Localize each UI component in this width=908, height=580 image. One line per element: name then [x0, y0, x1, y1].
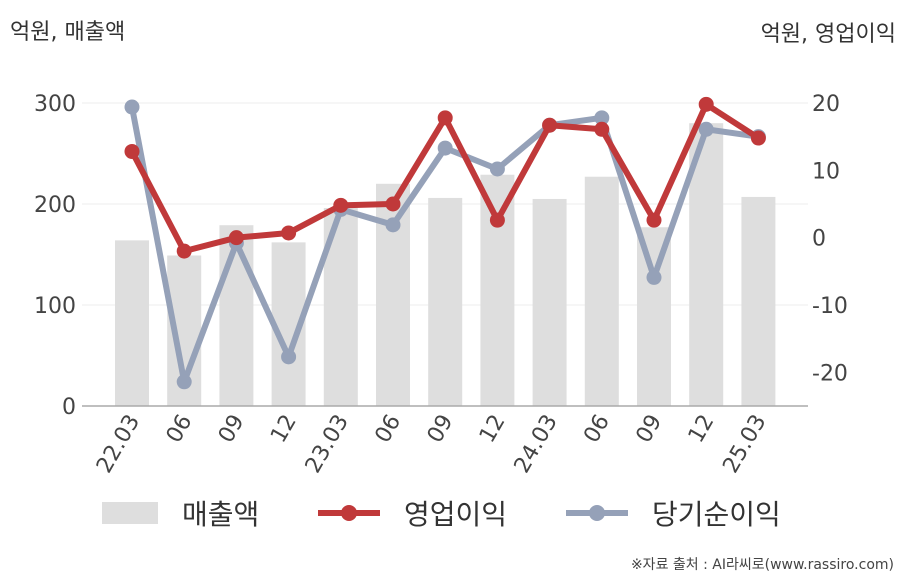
bar: [480, 174, 515, 406]
y-left-tick-label: 200: [34, 193, 76, 218]
y-right-tick-label: 10: [812, 159, 840, 184]
legend-item-revenue: 매출액: [102, 488, 259, 538]
data-point: [646, 269, 662, 285]
data-point: [542, 117, 558, 133]
y-left-tick-label: 300: [34, 92, 76, 117]
right-axis-unit: 억원, 영업이익: [760, 22, 896, 47]
x-tick-label: 23.03: [301, 411, 354, 478]
y-right-tick-label: 0: [812, 227, 826, 252]
data-point: [281, 349, 297, 365]
data-point: [385, 196, 401, 212]
bar: [376, 183, 410, 406]
data-point: [176, 243, 192, 259]
x-tick-label: 09: [423, 411, 459, 448]
x-tick-label: 12: [684, 411, 720, 448]
data-point: [385, 217, 401, 233]
legend-label-operating-profit: 영업이익: [404, 498, 508, 531]
y-right-tick-label: 20: [812, 92, 840, 117]
data-point: [646, 212, 662, 228]
bar: [741, 196, 776, 406]
left-axis-unit: 억원, 매출액: [10, 20, 126, 45]
legend-label-revenue: 매출액: [182, 498, 260, 531]
x-tick-label: 09: [214, 411, 250, 448]
y-left-tick-label: 100: [34, 294, 76, 319]
y-right-tick-label: -10: [812, 294, 848, 319]
x-tick-label: 12: [475, 411, 511, 448]
data-point: [698, 121, 714, 137]
data-point: [437, 140, 453, 156]
bar: [219, 225, 254, 406]
x-tick-label: 06: [162, 411, 198, 448]
legend-bar-swatch: [102, 502, 158, 524]
legend-label-net-income: 당기순이익: [652, 498, 781, 531]
x-tick-label: 25.03: [718, 411, 771, 478]
y-right-tick-label: -20: [812, 361, 848, 386]
legend-line-marker-gray: [566, 505, 628, 521]
data-point: [594, 110, 610, 126]
data-point: [750, 130, 766, 146]
data-point: [698, 96, 714, 112]
data-point: [176, 374, 192, 390]
data-point: [124, 99, 140, 115]
x-tick-label: 06: [371, 411, 407, 448]
bar: [532, 198, 567, 406]
bar: [584, 176, 619, 406]
source-note: ※자료 출처 : AI라씨로(www.rassiro.com): [630, 557, 894, 573]
bar: [115, 240, 149, 406]
data-point: [489, 161, 505, 177]
x-tick-label: 22.03: [92, 411, 145, 478]
x-tick-label: 12: [266, 411, 302, 448]
legend-line-marker-red: [318, 505, 380, 521]
data-point: [333, 197, 349, 213]
legend: 매출액 영업이익 당기순이익: [0, 488, 908, 538]
legend-item-net-income: 당기순이익: [566, 488, 781, 538]
bar: [428, 197, 463, 406]
x-tick-label: 24.03: [510, 411, 563, 478]
data-point: [594, 121, 610, 137]
y-left-tick-label: 0: [62, 395, 76, 420]
data-point: [281, 225, 297, 241]
data-point: [124, 143, 140, 159]
data-point: [228, 230, 244, 246]
x-tick-label: 06: [579, 411, 615, 448]
bar: [637, 227, 671, 406]
data-point: [437, 110, 453, 126]
x-tick-label: 09: [632, 411, 668, 448]
legend-item-operating-profit: 영업이익: [318, 488, 507, 538]
data-point: [489, 212, 505, 228]
